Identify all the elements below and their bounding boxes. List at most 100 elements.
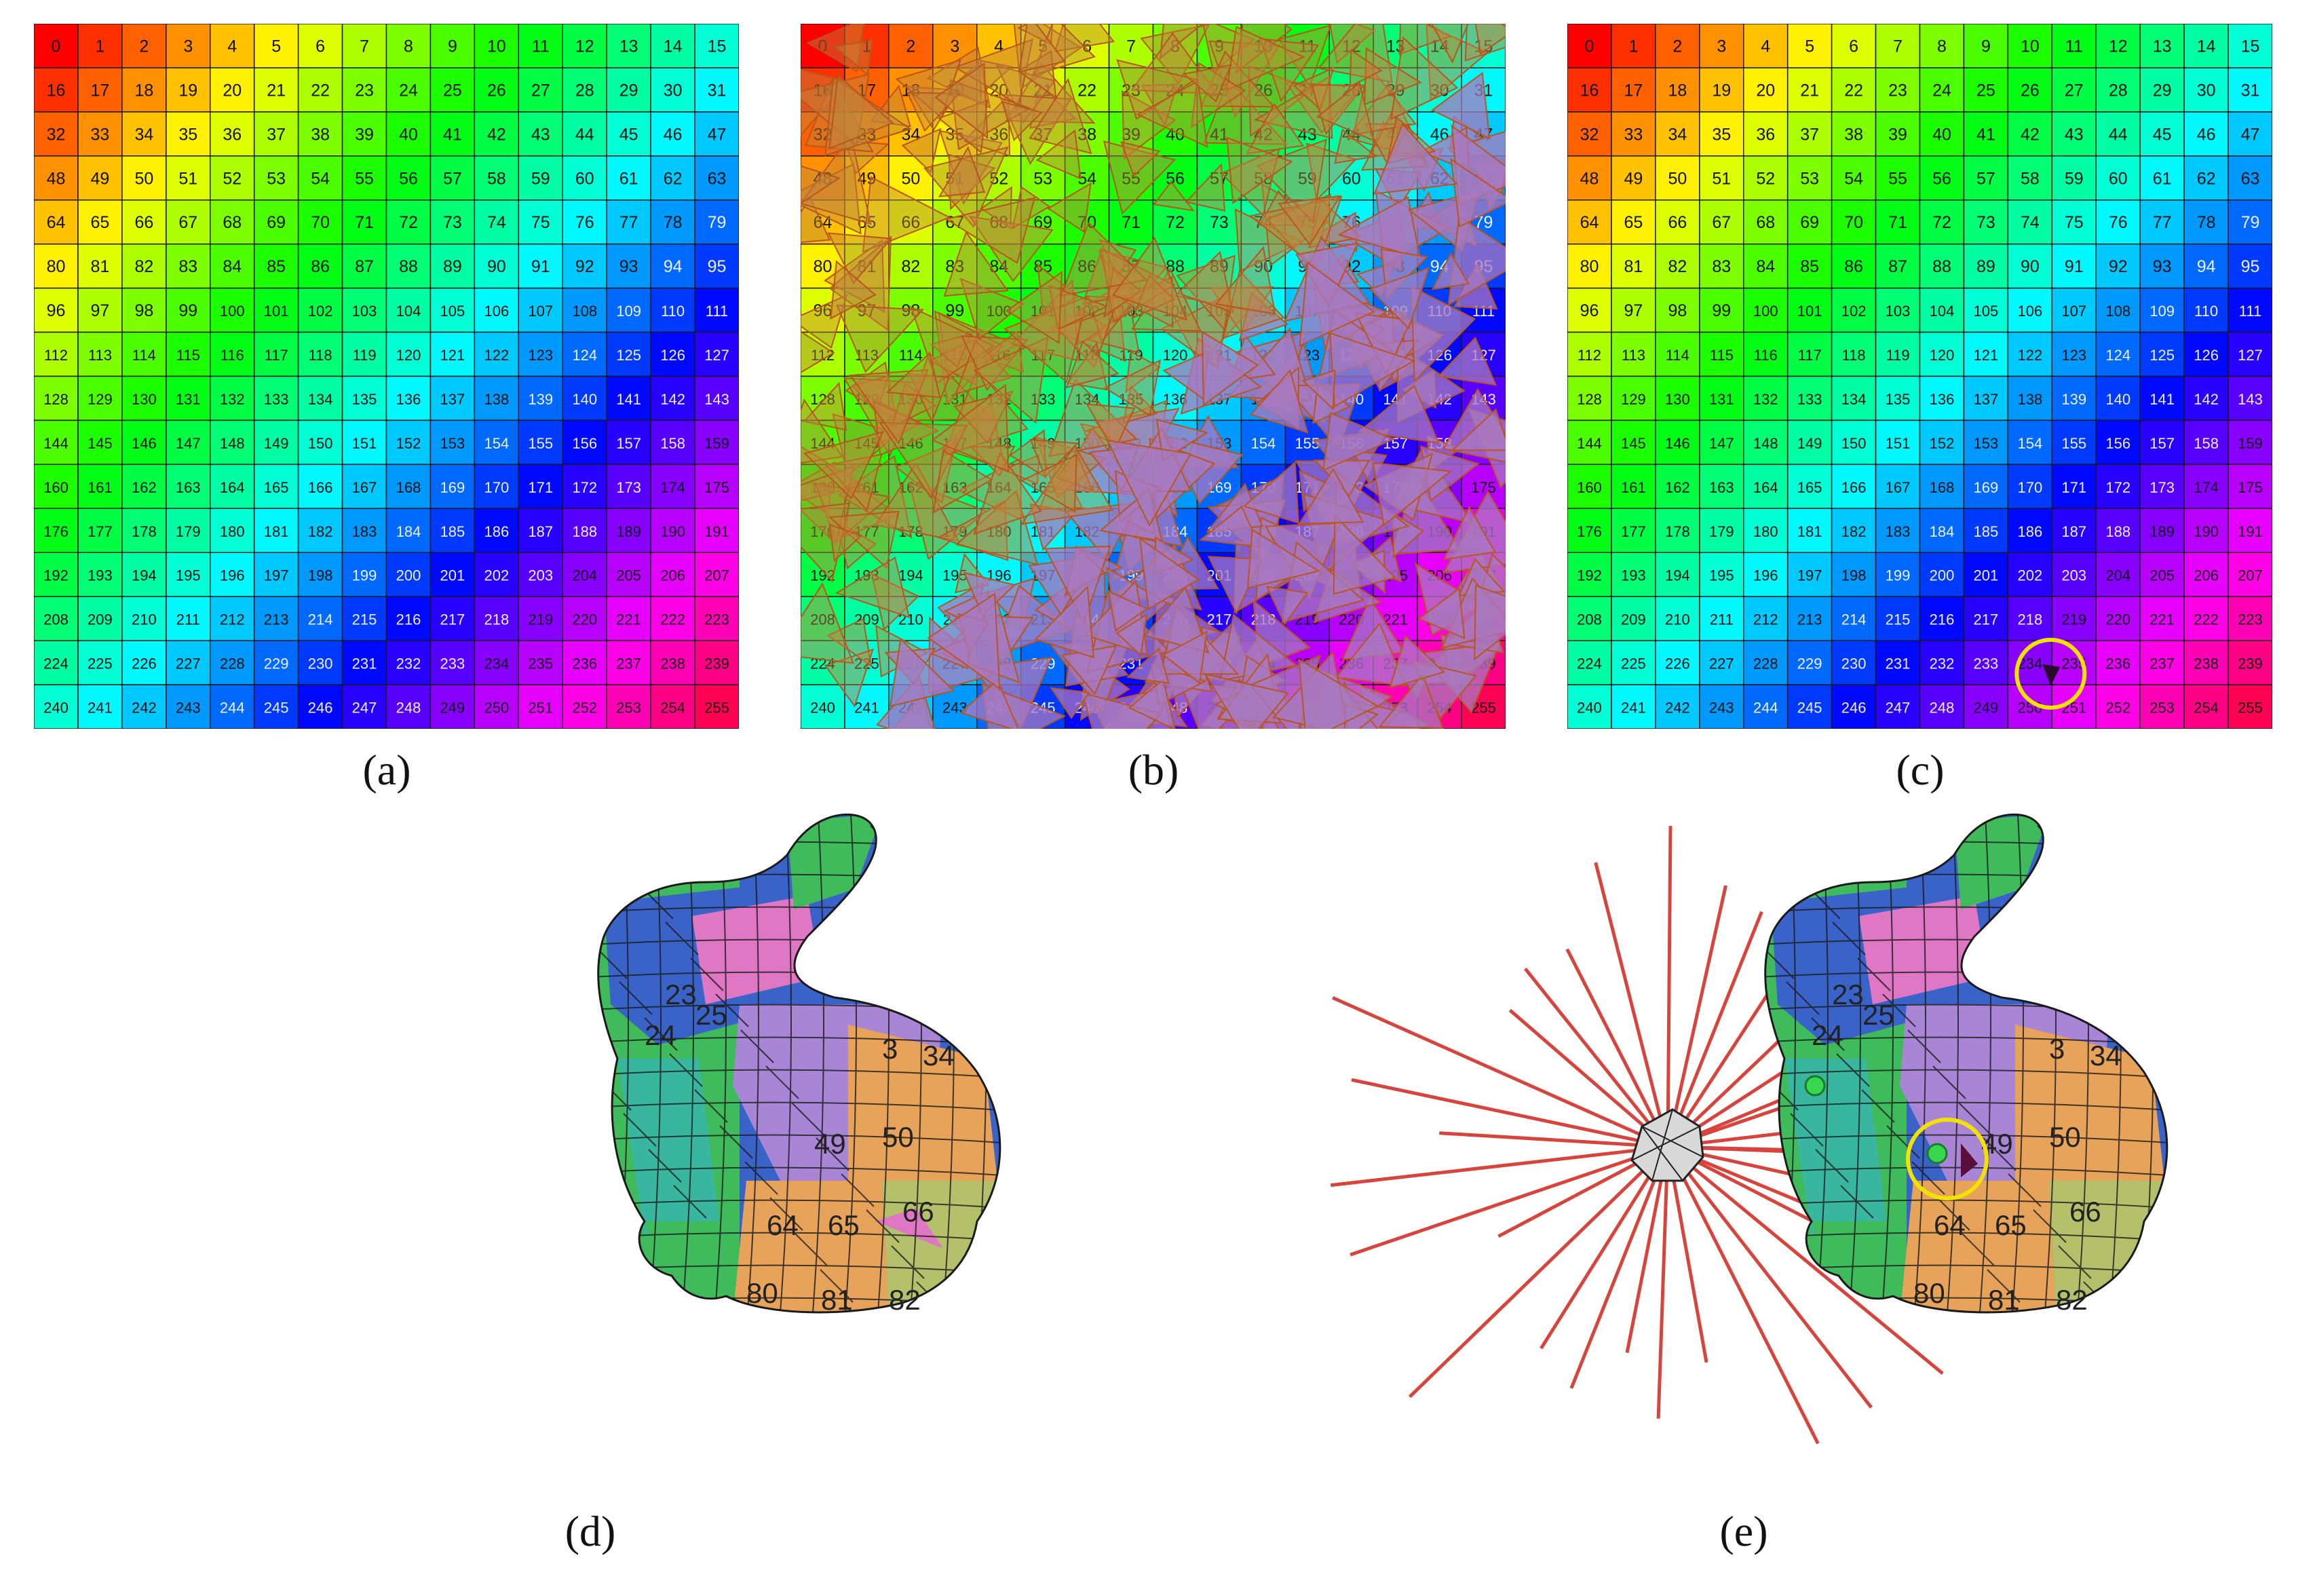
grid-a-cell-label: 235 [528, 656, 553, 672]
grid-c-cell-label: 51 [1712, 169, 1731, 188]
mesh-triangle [1256, 138, 1327, 224]
mesh-triangle [1474, 584, 1506, 661]
grid-a-cell [474, 243, 520, 289]
grid-c-cell [1567, 419, 1612, 466]
grid-c-cell [2139, 552, 2185, 597]
grid-a-cell-label: 0 [52, 37, 61, 56]
grid-a-cell [341, 331, 387, 377]
grid-c-cell-label: 71 [1888, 213, 1907, 232]
grid-a-cell-label: 2 [139, 37, 149, 56]
grid-c-cell-label: 107 [2061, 303, 2086, 320]
grid-a-cell-label: 47 [708, 125, 727, 144]
mesh-triangle [828, 74, 894, 150]
grid-a-cell-label: 86 [311, 257, 330, 276]
grid-c-cell-label: 142 [2194, 391, 2219, 408]
grid-a-cell [606, 640, 651, 685]
mesh-triangle [1265, 586, 1309, 626]
grid-a-cell-label: 249 [440, 700, 465, 717]
grid-a-cell-label: 90 [487, 257, 506, 276]
grid-b-cell-label: 80 [814, 257, 833, 276]
grid-a-cell-label: 79 [708, 213, 727, 232]
grid-a-cell-label: 183 [352, 523, 377, 540]
grid-c-cell-label: 93 [2153, 257, 2172, 276]
grid-a-cell [341, 67, 387, 113]
grid-a-cell [385, 508, 432, 553]
grid-c-cell [1567, 508, 1612, 553]
grid-b-cell-label: 66 [901, 213, 920, 232]
grid-c-cell [1655, 375, 1700, 421]
mesh-triangle [943, 231, 1009, 297]
grid-a-cell [429, 331, 476, 377]
grid-a-cell [297, 331, 343, 377]
grid-a-cell [77, 375, 123, 421]
grid-a-cell-label: 26 [487, 81, 506, 100]
grid-a-cell [518, 331, 563, 377]
grid-c-cell-label: 134 [1841, 391, 1867, 408]
mesh-triangle [1046, 182, 1092, 233]
grid-a-cell [650, 552, 695, 597]
grid-a-cell [253, 155, 299, 201]
grid-a-cell-label: 245 [264, 700, 289, 717]
grid-c-cell [2139, 331, 2185, 377]
grid-c-cell [1743, 375, 1789, 421]
grid-a-cell [518, 596, 563, 641]
grid-a-cell-label: 178 [132, 523, 157, 540]
grid-a-cell-label: 153 [440, 435, 465, 452]
grid-a-cell-label: 71 [355, 213, 374, 232]
grid-a-cell-label: 12 [575, 37, 594, 56]
grid-a-cell-label: 228 [220, 656, 245, 672]
grid-c-cell-label: 233 [1974, 656, 1999, 672]
ray-source-sphere [1630, 1108, 1704, 1182]
grid-a-cell [606, 596, 651, 641]
grid-a-cell [210, 640, 255, 685]
mesh-triangle [1417, 587, 1466, 640]
grid-c-cell [2095, 463, 2141, 510]
grid-c-cell-label: 252 [2105, 700, 2130, 717]
grid-a-cell-label: 125 [616, 347, 641, 364]
grid-b-cell-label: 208 [810, 611, 835, 628]
grid-c-cell-label: 121 [1974, 347, 1999, 364]
grid-c-cell-label: 170 [2017, 479, 2042, 496]
mesh-triangle [1140, 24, 1210, 86]
grid-a-cell [341, 243, 387, 289]
grid-a-cell-label: 134 [308, 391, 333, 408]
grid-a-cell [166, 596, 211, 641]
grid-c-cell-label: 135 [1886, 391, 1911, 408]
grid-a-cell [210, 375, 255, 421]
grid-a-cell [77, 24, 123, 69]
grid-c-cell [2183, 24, 2229, 69]
grid-c-cell [2139, 24, 2185, 69]
mesh-triangle [1204, 672, 1289, 729]
grid-a-cell-label: 144 [43, 435, 69, 452]
grid-c-cell [1611, 508, 1656, 553]
bunny-face-label: 34 [923, 1040, 955, 1071]
grid-c-cell [1875, 463, 1921, 510]
grid-a-cell [297, 24, 343, 69]
mesh-triangle [1358, 384, 1440, 444]
grid-c-cell-label: 149 [1797, 435, 1822, 452]
grid-c-cell-label: 231 [1886, 656, 1911, 672]
grid-a-cell-label: 46 [664, 125, 683, 144]
grid-c-cell-label: 49 [1624, 169, 1643, 188]
mesh-triangle [1390, 36, 1459, 121]
grid-b-cell-label: 210 [898, 611, 923, 628]
grid-a-cell-label: 35 [178, 125, 197, 144]
grid-a-cell-label: 199 [352, 567, 377, 584]
bunny-face-label: 81 [1988, 1284, 2020, 1316]
grid-b-cell-label: 22 [1077, 81, 1096, 100]
mesh-triangle [1100, 247, 1176, 323]
mesh-triangle [894, 442, 957, 504]
grid-c-cell-label: 243 [1709, 700, 1734, 717]
grid-b-cell-label: 34 [901, 125, 920, 144]
ray-line [1666, 1146, 1708, 1363]
grid-c-cell [1875, 375, 1921, 421]
grid-a-cell-label: 19 [178, 81, 197, 100]
grid-a-cell [166, 463, 211, 510]
grid-c-cell [2183, 243, 2229, 289]
grid-a-cell [77, 552, 123, 597]
grid-c-cell [2007, 508, 2053, 553]
mesh-triangle [890, 637, 955, 708]
grid-a-cell [474, 200, 520, 245]
bunny-face-label: 65 [1995, 1209, 2027, 1241]
grid-c-cell-label: 47 [2241, 125, 2260, 144]
